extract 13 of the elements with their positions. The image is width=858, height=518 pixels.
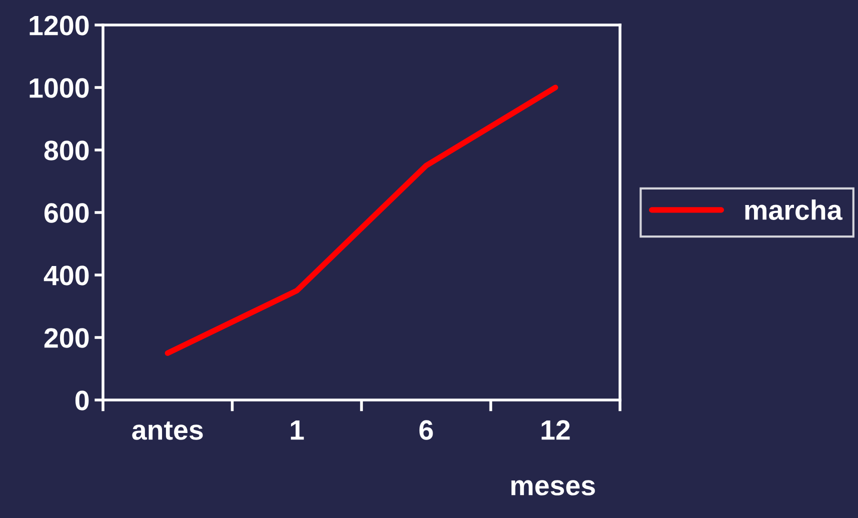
x-tick-label: 12: [542, 420, 570, 440]
y-tick-label: 600: [44, 203, 89, 223]
x-tick-label: 6: [419, 420, 433, 440]
y-tick-label: 0: [75, 390, 89, 410]
y-tick-label: 1200: [30, 16, 89, 36]
legend-label: marcha: [745, 200, 842, 220]
y-tick-label: 200: [44, 328, 89, 348]
y-tick-label: 1000: [30, 78, 89, 98]
x-tick-label: 1: [290, 420, 304, 440]
x-tick-label: antes: [132, 421, 203, 440]
y-tick-label: 800: [44, 140, 89, 160]
y-tick-label: 400: [44, 266, 89, 286]
x-axis-title: meses: [511, 480, 595, 496]
